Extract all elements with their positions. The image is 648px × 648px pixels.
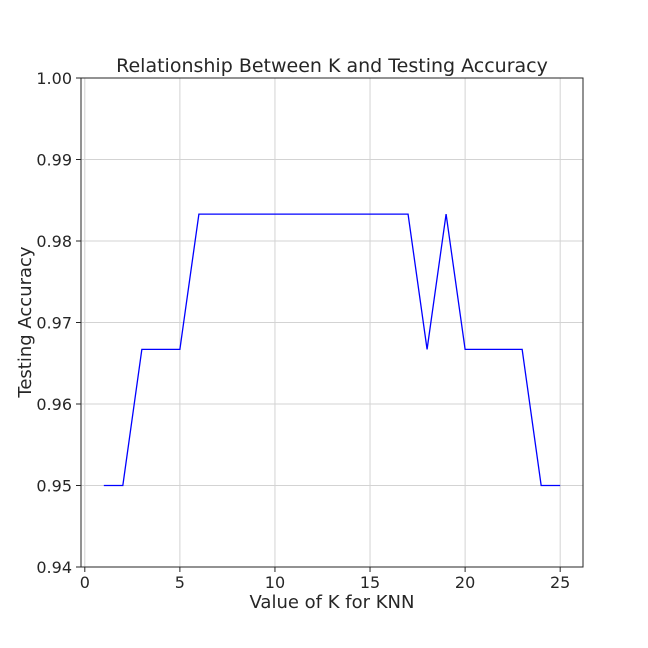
series-layer — [103, 213, 561, 487]
y-tick-label: 0.96 — [36, 395, 72, 414]
x-tick-label: 20 — [455, 573, 475, 592]
chart-title: Relationship Between K and Testing Accur… — [116, 55, 548, 77]
y-axis-label: Testing Accuracy — [15, 246, 36, 399]
x-tick-label: 0 — [80, 573, 90, 592]
x-tick-label: 5 — [175, 573, 185, 592]
y-tick-label: 1.00 — [36, 69, 72, 88]
x-tick-label: 15 — [360, 573, 380, 592]
y-tick-label: 0.94 — [36, 558, 72, 577]
x-tick-label: 25 — [550, 573, 570, 592]
accuracy-series-line — [103, 213, 561, 487]
x-tick-label: 10 — [265, 573, 285, 592]
y-tick-label: 0.95 — [36, 477, 72, 496]
ticks: 0 5 10 15 20 25 0.94 0.95 0.96 0.97 0.98 0.99 1.00 — [36, 69, 570, 592]
y-tick-label: 0.99 — [36, 151, 72, 170]
y-tick-label: 0.98 — [36, 232, 72, 251]
y-tick-label: 0.97 — [36, 314, 72, 333]
x-axis-label: Value of K for KNN — [250, 592, 415, 613]
